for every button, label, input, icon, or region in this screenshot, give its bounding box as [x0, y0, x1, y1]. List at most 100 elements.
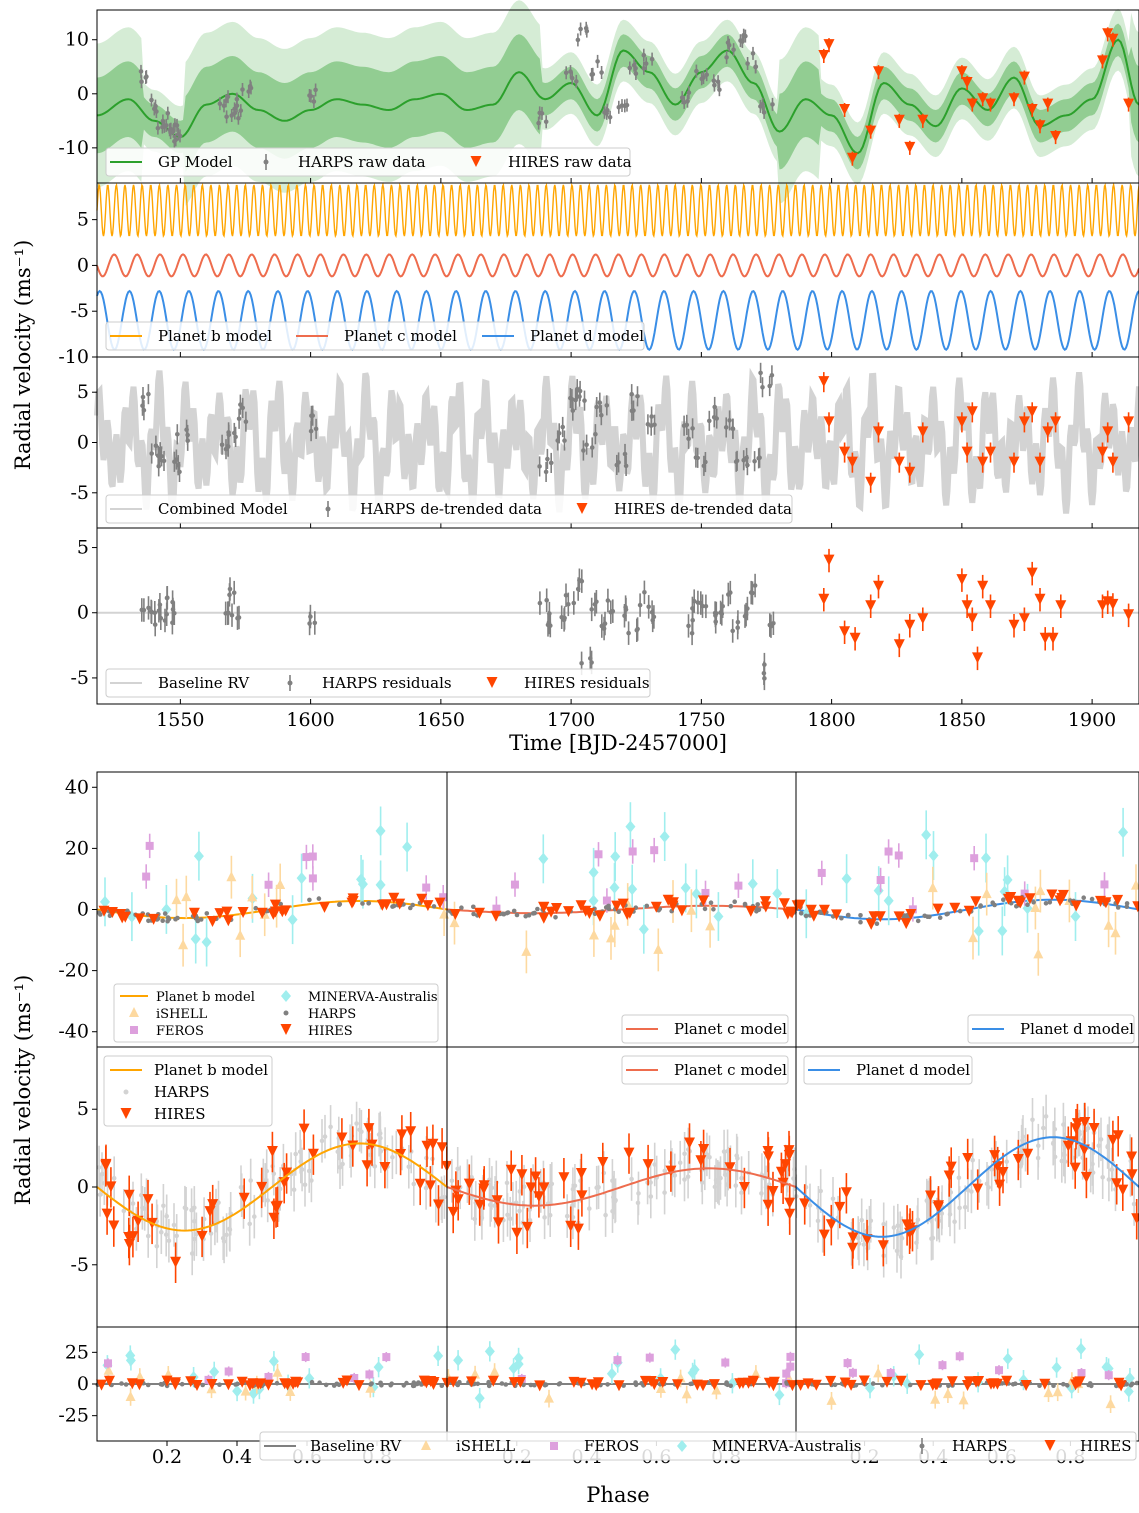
harps-zoom-point	[248, 1178, 253, 1183]
minerva-point	[1124, 1372, 1135, 1385]
phase-y-tick-label: -40	[58, 1021, 89, 1043]
hires-phase-point	[985, 1378, 997, 1390]
harps-raw-point	[152, 106, 157, 112]
harps-detrended-point	[593, 431, 598, 437]
hires-phase-point	[795, 1379, 807, 1391]
harps-residual-point	[686, 623, 691, 629]
legend-box	[105, 147, 631, 177]
harps-zoom-point	[570, 1215, 576, 1220]
hires-phase-point	[895, 1375, 907, 1387]
harps-zoom-point	[1106, 1177, 1112, 1182]
harps-zoom-point	[99, 1171, 105, 1177]
harps-phase-point	[411, 1380, 417, 1385]
harps-raw-point	[229, 113, 234, 118]
harps-detrended-point	[741, 457, 746, 463]
hires-phase-point	[963, 905, 975, 917]
minerva-point	[1123, 1385, 1134, 1398]
hires-raw-point	[865, 125, 877, 137]
harps-phase-point	[366, 900, 372, 906]
harps-raw-point	[604, 111, 609, 116]
harps-zoom-point	[969, 1189, 974, 1194]
feros-point	[602, 896, 611, 905]
hires-zoom-point	[100, 1158, 112, 1170]
harps-raw-point	[232, 106, 237, 112]
minerva-point	[841, 872, 852, 885]
harps-zoom-point	[372, 1164, 378, 1169]
harps-raw-point	[174, 123, 180, 128]
legend-box	[967, 1014, 1135, 1044]
harps-residual-point	[712, 610, 718, 616]
harps-zoom-point	[542, 1215, 547, 1220]
ishell-point	[125, 1390, 136, 1401]
y-tick-label: 5	[77, 537, 89, 559]
y-tick-label: 0	[77, 254, 89, 276]
minerva-point	[772, 887, 783, 900]
y-axis-label-bottom: Radial velocity (ms⁻¹)	[11, 975, 35, 1206]
hires-zoom-point	[307, 1148, 319, 1160]
minerva-point	[1076, 1342, 1087, 1355]
harps-residual-point	[231, 590, 237, 595]
hires-zoom-point	[799, 1198, 811, 1210]
minerva-point	[375, 878, 386, 891]
harps-phase-point	[98, 912, 103, 917]
y-axis-label-top: Radial velocity (ms⁻¹)	[11, 240, 35, 471]
ishell-point	[958, 1394, 969, 1405]
phase-y-tick-label: 0	[77, 899, 89, 921]
feros-point	[308, 852, 317, 861]
hires-phase-point	[428, 1377, 440, 1388]
harps-phase-point	[1008, 900, 1014, 906]
harps-detrended-point	[597, 400, 603, 405]
hires-phase-point	[594, 910, 606, 922]
minerva-point	[193, 850, 204, 863]
minerva-point	[125, 1349, 136, 1362]
harps-detrended-point	[233, 434, 238, 440]
feros-point	[884, 847, 893, 856]
feros-point	[422, 883, 431, 892]
hires-phase-point	[931, 1378, 943, 1390]
harps-residual-point	[152, 610, 158, 616]
harps-raw-point	[643, 61, 649, 66]
harps-detrended-point	[758, 370, 763, 376]
harps-phase-point	[123, 1382, 129, 1387]
harps-phase-point	[378, 1380, 383, 1386]
hires-detrended-point	[1026, 406, 1038, 418]
feros-point	[308, 874, 317, 883]
hires-phase-point	[388, 892, 400, 904]
harps-detrended-point	[769, 373, 775, 378]
legend-swatch	[130, 1026, 138, 1034]
harps-phase-point	[728, 1383, 733, 1389]
legend-label: Planet b model	[156, 990, 255, 1005]
harps-detrended-point	[701, 463, 707, 469]
harps-detrended-point	[146, 391, 151, 397]
harps-phase-point	[486, 1383, 492, 1389]
ishell-point	[1043, 1387, 1054, 1398]
gp-model-line	[96, 38, 1139, 155]
harps-zoom-point	[166, 1238, 172, 1243]
hires-zoom-point	[818, 1229, 830, 1241]
harps-zoom-point	[390, 1155, 395, 1160]
hires-zoom-point	[421, 1140, 433, 1152]
harps-zoom-point	[1035, 1155, 1041, 1161]
legend-label: HARPS	[952, 1437, 1008, 1455]
harps-zoom-point	[1131, 1201, 1137, 1207]
harps-zoom-point	[636, 1191, 641, 1196]
hires-phase-point	[613, 1380, 625, 1392]
hires-phase-point	[973, 1376, 985, 1387]
feros-point	[938, 1361, 947, 1370]
minerva-point	[474, 1392, 485, 1405]
harps-zoom-point	[807, 1203, 813, 1208]
harps-raw-point	[701, 75, 706, 80]
harps-detrended-point	[589, 445, 595, 450]
harps-detrended-point	[767, 383, 772, 389]
harps-phase-point	[274, 1380, 280, 1386]
harps-zoom-point	[271, 1171, 277, 1176]
legend-swatch	[281, 990, 291, 1002]
ishell-point	[1035, 885, 1046, 896]
harps-residual-point	[164, 595, 170, 601]
hires-zoom-point	[281, 1167, 293, 1179]
hires-phase-point	[280, 905, 292, 917]
hires-residual-point	[1026, 567, 1038, 579]
harps-residual-point	[750, 590, 755, 596]
harps-phase-point	[145, 1382, 151, 1388]
y-tick-label: -10	[58, 346, 89, 368]
